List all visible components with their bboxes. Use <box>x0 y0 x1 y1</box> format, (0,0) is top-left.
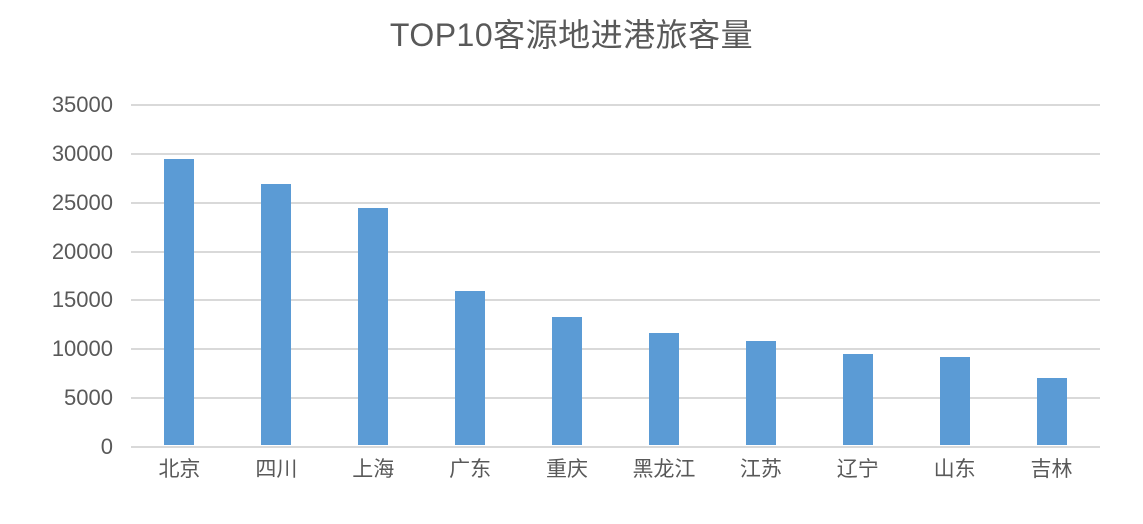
x-axis-category-label: 北京 <box>158 458 201 481</box>
x-axis-category-label: 江苏 <box>739 458 782 481</box>
gridline-30000 <box>131 152 1100 155</box>
y-axis-tick-label: 35000 <box>51 92 113 117</box>
y-axis-tick-label: 15000 <box>51 287 113 313</box>
x-axis-category-label: 重庆 <box>546 458 589 481</box>
gridline-20000 <box>131 250 1100 253</box>
bar-广东 <box>455 290 486 445</box>
y-axis-tick-label: 0 <box>100 434 113 459</box>
gridline-0 <box>131 446 1100 448</box>
bar-上海 <box>358 207 389 445</box>
bar-江苏 <box>745 341 776 445</box>
x-axis-category-label: 吉林 <box>1030 458 1073 481</box>
x-axis-category-label: 山东 <box>933 458 976 481</box>
gridline-5000 <box>131 397 1100 400</box>
y-axis-tick-label: 5000 <box>64 385 113 411</box>
bar-黑龙江 <box>648 332 679 445</box>
bar-四川 <box>261 184 292 445</box>
x-axis-category-label: 上海 <box>352 458 395 481</box>
y-axis-tick-label: 10000 <box>51 336 113 362</box>
bar-北京 <box>164 158 195 445</box>
gridline-35000 <box>131 104 1100 106</box>
y-axis-tick-label: 20000 <box>51 238 113 264</box>
plot-area <box>131 104 1100 448</box>
bar-辽宁 <box>842 354 873 445</box>
x-axis-category-label: 广东 <box>449 458 492 481</box>
gridline-15000 <box>131 299 1100 302</box>
x-axis-category-label: 四川 <box>255 458 298 481</box>
gridline-10000 <box>131 348 1100 351</box>
x-axis-category-label: 辽宁 <box>836 458 879 481</box>
chart-title: TOP10客源地进港旅客量 <box>389 17 754 53</box>
gridline-25000 <box>131 201 1100 204</box>
bar-山东 <box>939 357 970 445</box>
bar-重庆 <box>552 317 583 445</box>
y-axis-tick-label: 25000 <box>51 189 113 215</box>
bar-吉林 <box>1036 377 1067 445</box>
x-axis-category-label: 黑龙江 <box>632 458 696 481</box>
y-axis-tick-label: 30000 <box>51 140 113 166</box>
